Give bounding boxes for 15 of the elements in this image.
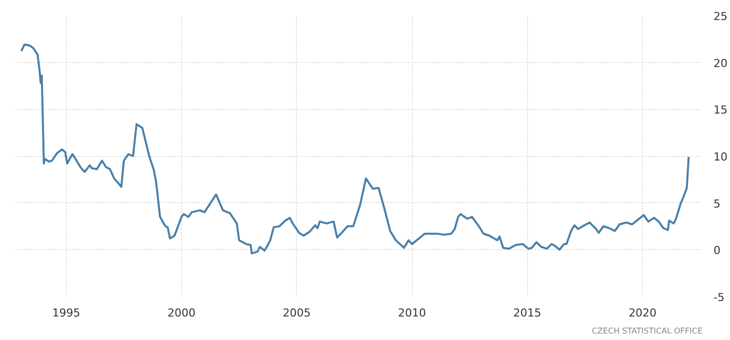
- text: CZECH STATISTICAL OFFICE: [592, 326, 703, 336]
- y-tick-label: 25: [714, 10, 728, 23]
- y-tick-label: 15: [714, 104, 728, 117]
- y-tick-label: 5: [714, 197, 720, 210]
- line-series: [20, 44, 690, 254]
- x-tick-label: 1995: [52, 306, 80, 320]
- x-tick-label: 2000: [167, 306, 196, 320]
- x-tick-label: 2005: [282, 306, 311, 320]
- y-tick-label: 0: [714, 244, 720, 258]
- y-tick-label: 20: [714, 56, 728, 70]
- x-tick-label: 2015: [513, 306, 542, 320]
- y-tick-label: 10: [714, 150, 728, 164]
- x-tick-label: 2010: [398, 306, 426, 320]
- x-tick-label: 2020: [628, 306, 657, 320]
- y-tick-label: -5: [714, 291, 724, 304]
